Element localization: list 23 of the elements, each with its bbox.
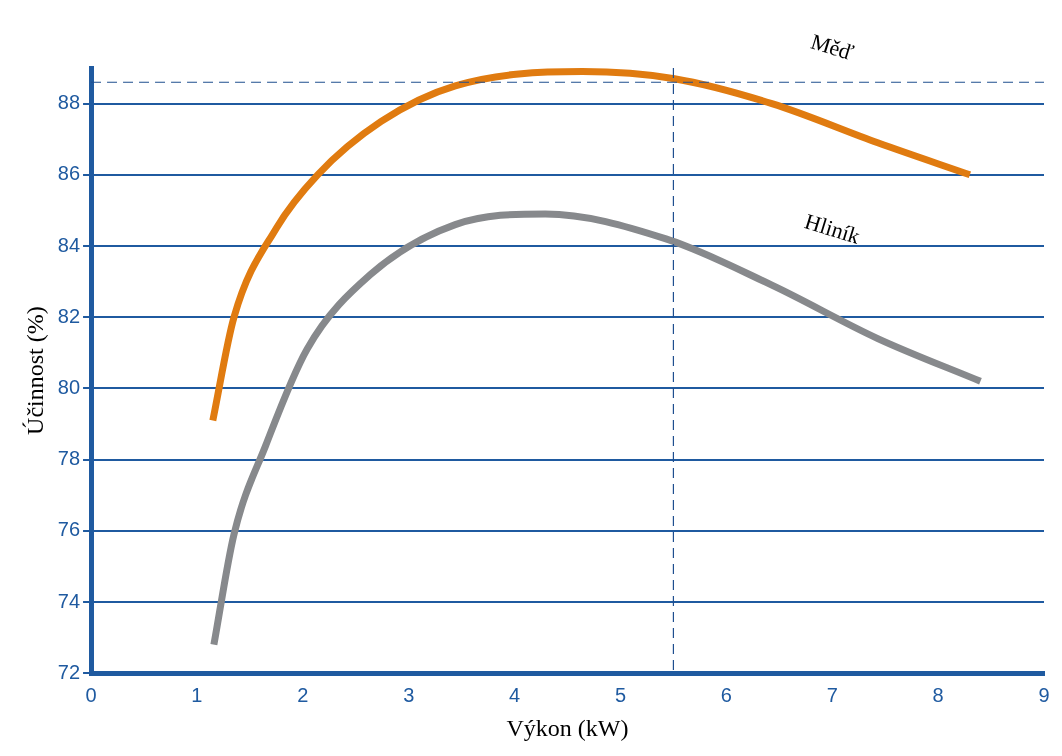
x-tick-label: 5 xyxy=(614,683,627,706)
x-tick-label: 2 xyxy=(297,683,309,706)
y-tick-label: 88 xyxy=(57,91,81,114)
y-tick-label: 74 xyxy=(57,589,81,612)
x-tick-label: 6 xyxy=(720,683,732,706)
text: Hliník xyxy=(801,208,863,249)
y-tick-label: 86 xyxy=(57,162,81,185)
x-tick-label: 8 xyxy=(932,683,944,706)
text: Měď xyxy=(807,28,857,66)
x-tick-label: 4 xyxy=(509,683,521,706)
y-tick-label: 80 xyxy=(57,375,81,398)
x-tick-label: 7 xyxy=(826,683,838,706)
x-tick-label: 1 xyxy=(191,683,203,706)
y-tick-label: 76 xyxy=(57,518,81,541)
x-tick-label: 3 xyxy=(403,683,415,706)
y-tick-label: 84 xyxy=(57,233,81,256)
x-axis-title: Výkon (kW) xyxy=(506,714,629,741)
y-tick-label: 78 xyxy=(57,447,81,470)
x-tick-label: 0 xyxy=(85,683,97,706)
x-tick-label: 9 xyxy=(1038,683,1050,706)
y-tick-label: 72 xyxy=(57,660,81,683)
y-tick-label: 82 xyxy=(57,304,81,327)
y-axis-title: Účinnost (%) xyxy=(21,306,48,435)
